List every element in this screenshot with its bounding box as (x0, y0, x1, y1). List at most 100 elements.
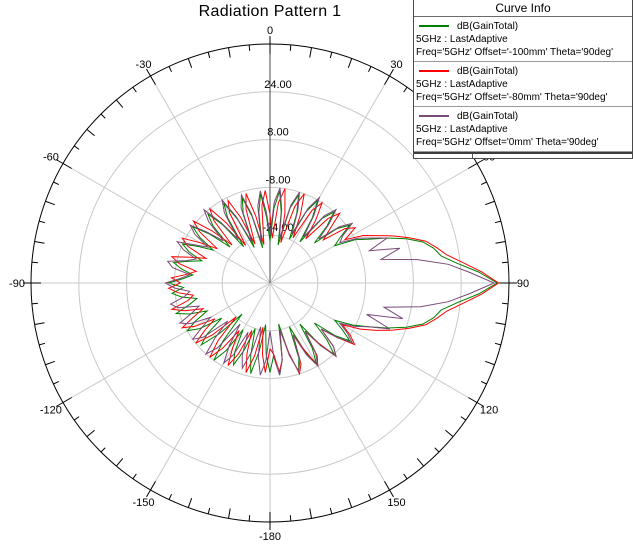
angle-spoke (269, 282, 478, 403)
angle-tick (309, 508, 312, 519)
angle-spoke (62, 282, 271, 403)
legend-entry-variation: Freq='5GHz' Offset='0mm' Theta='90deg' (416, 137, 599, 149)
legend-entry-variation: Freq='5GHz' Offset='-80mm' Theta='90deg' (416, 92, 608, 104)
angle-tick (468, 397, 485, 407)
angle-label-90: 90 (517, 278, 529, 290)
angle-tick (347, 58, 353, 68)
angle-tick (329, 507, 333, 514)
angle-tick (248, 515, 251, 522)
angle-tick (168, 66, 172, 73)
angle-tick (502, 302, 509, 305)
angle-tick (73, 145, 80, 150)
angle-tick (73, 416, 80, 421)
angle-label--90: -90 (9, 278, 25, 290)
angle-tick (115, 99, 124, 108)
angle-tick (146, 68, 156, 85)
angle-tick (34, 241, 45, 244)
angle-tick (34, 322, 45, 325)
angle-tick (248, 44, 251, 51)
legend-entry-solution: 5GHz : LastAdaptive (416, 34, 508, 46)
angle-tick (100, 447, 106, 453)
angle-tick (31, 302, 38, 305)
angle-tick (434, 447, 440, 453)
legend-entry-offset-80mm[interactable]: dB(GainTotal) 5GHz : LastAdaptive Freq='… (414, 62, 632, 108)
angle-tick (55, 159, 72, 169)
angle-tick (485, 360, 495, 366)
angle-label-0: 0 (267, 25, 273, 37)
angle-tick (445, 429, 454, 438)
angle-tick (86, 128, 95, 137)
legend-entry-offset-0mm[interactable]: dB(GainTotal) 5GHz : LastAdaptive Freq='… (414, 107, 632, 153)
angle-tick (468, 159, 485, 169)
angle-tick (228, 47, 231, 58)
trace-1-line (167, 188, 500, 376)
angle-tick (368, 493, 372, 500)
curve-info-legend: Curve Info dB(GainTotal) 5GHz : LastAdap… (413, 0, 633, 160)
angle-label-120: 120 (480, 405, 498, 417)
angle-tick (31, 261, 38, 264)
angle-tick (207, 507, 211, 514)
angle-label--150: -150 (132, 497, 154, 509)
angle-spoke (269, 75, 390, 284)
legend-entry-solution: 5GHz : LastAdaptive (416, 124, 508, 136)
angle-tick (384, 68, 394, 85)
angle-tick (187, 58, 193, 68)
angle-tick (289, 44, 292, 51)
angle-label--120: -120 (40, 405, 62, 417)
angle-tick (495, 241, 506, 244)
legend-entry-label: dB(GainTotal) (457, 21, 519, 32)
legend-entry-variation: Freq='5GHz' Offset='-100mm' Theta='90deg… (416, 47, 614, 59)
angle-tick (45, 200, 55, 206)
legend-footer (414, 152, 632, 159)
angle-tick (494, 220, 501, 224)
angle-tick (495, 322, 506, 325)
angle-tick (132, 473, 137, 480)
angle-tick (494, 342, 501, 346)
angle-tick (115, 458, 124, 467)
angle-tick (132, 86, 137, 93)
angle-tick (39, 342, 46, 346)
angle-tick (207, 52, 211, 59)
angle-tick (329, 52, 333, 59)
radial-label--8.00: -8.00 (265, 174, 290, 186)
legend-footer-divider (414, 154, 473, 159)
angle-label--30: -30 (136, 59, 152, 71)
legend-title: Curve Info (414, 0, 632, 17)
angle-label--180: -180 (259, 531, 281, 543)
angle-tick (403, 86, 408, 93)
red-curve-swatch-icon (419, 69, 449, 72)
angle-label-30: 30 (390, 59, 402, 71)
radial-label-24.00: 24.00 (264, 79, 292, 91)
angle-tick (368, 66, 372, 73)
angle-tick (480, 381, 487, 385)
angle-tick (146, 481, 156, 498)
angle-tick (53, 181, 60, 185)
angle-spoke (269, 163, 478, 284)
purple-curve-swatch-icon (419, 114, 449, 117)
angle-tick (384, 481, 394, 498)
legend-entry-label: dB(GainTotal) (457, 66, 519, 78)
angle-tick (480, 181, 487, 185)
angle-tick (416, 458, 425, 467)
angle-tick (55, 397, 72, 407)
angle-tick (485, 200, 495, 206)
angle-spoke (269, 282, 390, 491)
angle-spoke (150, 75, 271, 284)
angle-tick (228, 508, 231, 519)
chart-title: Radiation Pattern 1 (198, 3, 342, 20)
angle-tick (309, 47, 312, 58)
legend-entry-offset-100mm[interactable]: dB(GainTotal) 5GHz : LastAdaptive Freq='… (414, 17, 632, 63)
angle-label-150: 150 (387, 497, 405, 509)
angle-tick (460, 416, 467, 421)
angle-tick (39, 220, 46, 224)
angle-tick (289, 515, 292, 522)
angle-tick (403, 473, 408, 480)
angle-tick (168, 493, 172, 500)
legend-entry-solution: 5GHz : LastAdaptive (416, 79, 508, 91)
angle-tick (45, 360, 55, 366)
angle-tick (53, 381, 60, 385)
green-curve-swatch-icon (419, 24, 449, 27)
angle-tick (86, 429, 95, 438)
